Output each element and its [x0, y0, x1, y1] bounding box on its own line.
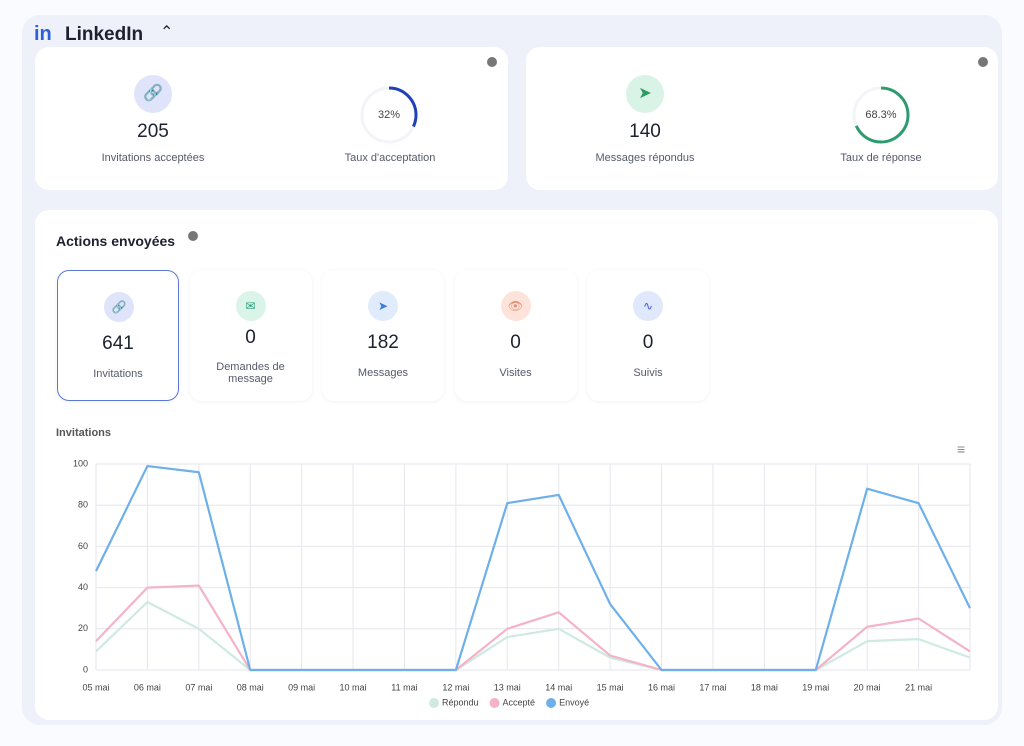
- x-tick-label: 16 mai: [648, 682, 675, 692]
- tile-value: 641: [102, 333, 134, 354]
- legend-swatch: [489, 698, 500, 708]
- tile-label: Invitations: [93, 368, 143, 380]
- action-tile[interactable]: ➤ 182 Messages: [322, 270, 444, 401]
- y-tick-label: 60: [78, 541, 88, 551]
- tile-icon: ✉: [235, 291, 266, 321]
- gauge-label: 68.3%: [865, 109, 896, 121]
- logo: in: [34, 23, 52, 45]
- legend-label: Répondu: [442, 697, 479, 707]
- section-title: Actions envoyées: [56, 233, 176, 249]
- count: 140: [629, 121, 661, 142]
- y-tick-label: 40: [78, 582, 88, 592]
- tile-value: 0: [510, 332, 521, 353]
- x-tick-label: 18 mai: [751, 682, 778, 692]
- y-tick-label: 0: [83, 664, 88, 674]
- action-tile[interactable]: 👁 0 Visites: [454, 270, 577, 401]
- title: LinkedIn: [65, 24, 144, 45]
- tile-icon: 🔗: [104, 292, 134, 322]
- kpi-card: [526, 47, 998, 190]
- tile-icon: 👁: [500, 291, 531, 321]
- x-tick-label: 14 mai: [545, 682, 572, 692]
- x-tick-label: 07 mai: [185, 682, 212, 692]
- x-tick-label: 09 mai: [288, 682, 315, 692]
- x-tick-label: 10 mai: [340, 682, 367, 692]
- y-tick-label: 80: [78, 500, 88, 510]
- gauge-label: 32%: [378, 109, 400, 121]
- legend-swatch: [546, 698, 557, 708]
- tile-value: 0: [245, 327, 256, 348]
- gauge-arc: [852, 86, 910, 144]
- tile-label: Demandes de message: [216, 361, 285, 385]
- x-tick-label: 13 mai: [494, 682, 521, 692]
- series-line: [95, 600, 971, 672]
- tile-value: 0: [642, 332, 654, 353]
- x-tick-label: 08 mai: [237, 682, 264, 692]
- series-line: [95, 464, 971, 672]
- x-tick-label: 06 mai: [134, 682, 161, 692]
- chart-menu[interactable]: ≡: [957, 441, 966, 457]
- chart: 0 20 40 60 80 100 05 mai 06 mai 07 mai 08 mai 09 m…: [73, 458, 971, 708]
- gauge-arc: [360, 86, 418, 144]
- tile-label: Visites: [499, 367, 532, 379]
- series-line: [95, 584, 971, 672]
- rate-label: Taux d'acceptation: [344, 152, 436, 164]
- x-tick-label: 19 mai: [802, 682, 829, 692]
- action-tile[interactable]: ∿ 0 Suivis: [587, 270, 709, 401]
- collapse-button[interactable]: ⌃: [160, 24, 174, 41]
- tile-value: 182: [367, 332, 399, 353]
- x-tick-label: 15 mai: [597, 682, 624, 692]
- action-tile[interactable]: 🔗 641 Invitations: [57, 270, 179, 401]
- send-icon: ➤: [626, 75, 664, 113]
- tile-icon: ∿: [633, 291, 663, 321]
- chart-title: Invitations: [56, 427, 112, 439]
- x-tick-label: 12 mai: [442, 682, 469, 692]
- x-tick-label: 20 mai: [854, 682, 881, 692]
- action-tile[interactable]: ✉ 0 Demandes de message: [189, 270, 312, 401]
- gauges: 32% 68.3%: [360, 86, 910, 144]
- info-icon[interactable]: [188, 231, 198, 241]
- tile-label: Messages: [357, 367, 409, 379]
- x-tick-label: 21 mai: [905, 682, 932, 692]
- count: 205: [137, 121, 169, 142]
- y-tick-label: 100: [73, 458, 88, 468]
- y-tick-label: 20: [78, 623, 88, 633]
- tile-label: Suivis: [633, 367, 663, 379]
- kpi-card: [35, 47, 508, 190]
- legend-swatch: [429, 698, 439, 708]
- count-label: Invitations acceptées: [101, 152, 205, 164]
- x-tick-label: 11 mai: [391, 682, 417, 692]
- count-label: Messages répondus: [595, 152, 695, 164]
- x-tick-label: 17 mai: [699, 682, 726, 692]
- info-icon[interactable]: [978, 57, 988, 67]
- tile-icon: ➤: [368, 291, 398, 321]
- info-icon[interactable]: [487, 57, 497, 67]
- legend-label: Accepté: [503, 697, 536, 707]
- rate-label: Taux de réponse: [840, 152, 922, 164]
- x-tick-label: 05 mai: [82, 682, 109, 692]
- link-icon: 🔗: [134, 75, 172, 113]
- legend-label: Envoyé: [559, 697, 589, 707]
